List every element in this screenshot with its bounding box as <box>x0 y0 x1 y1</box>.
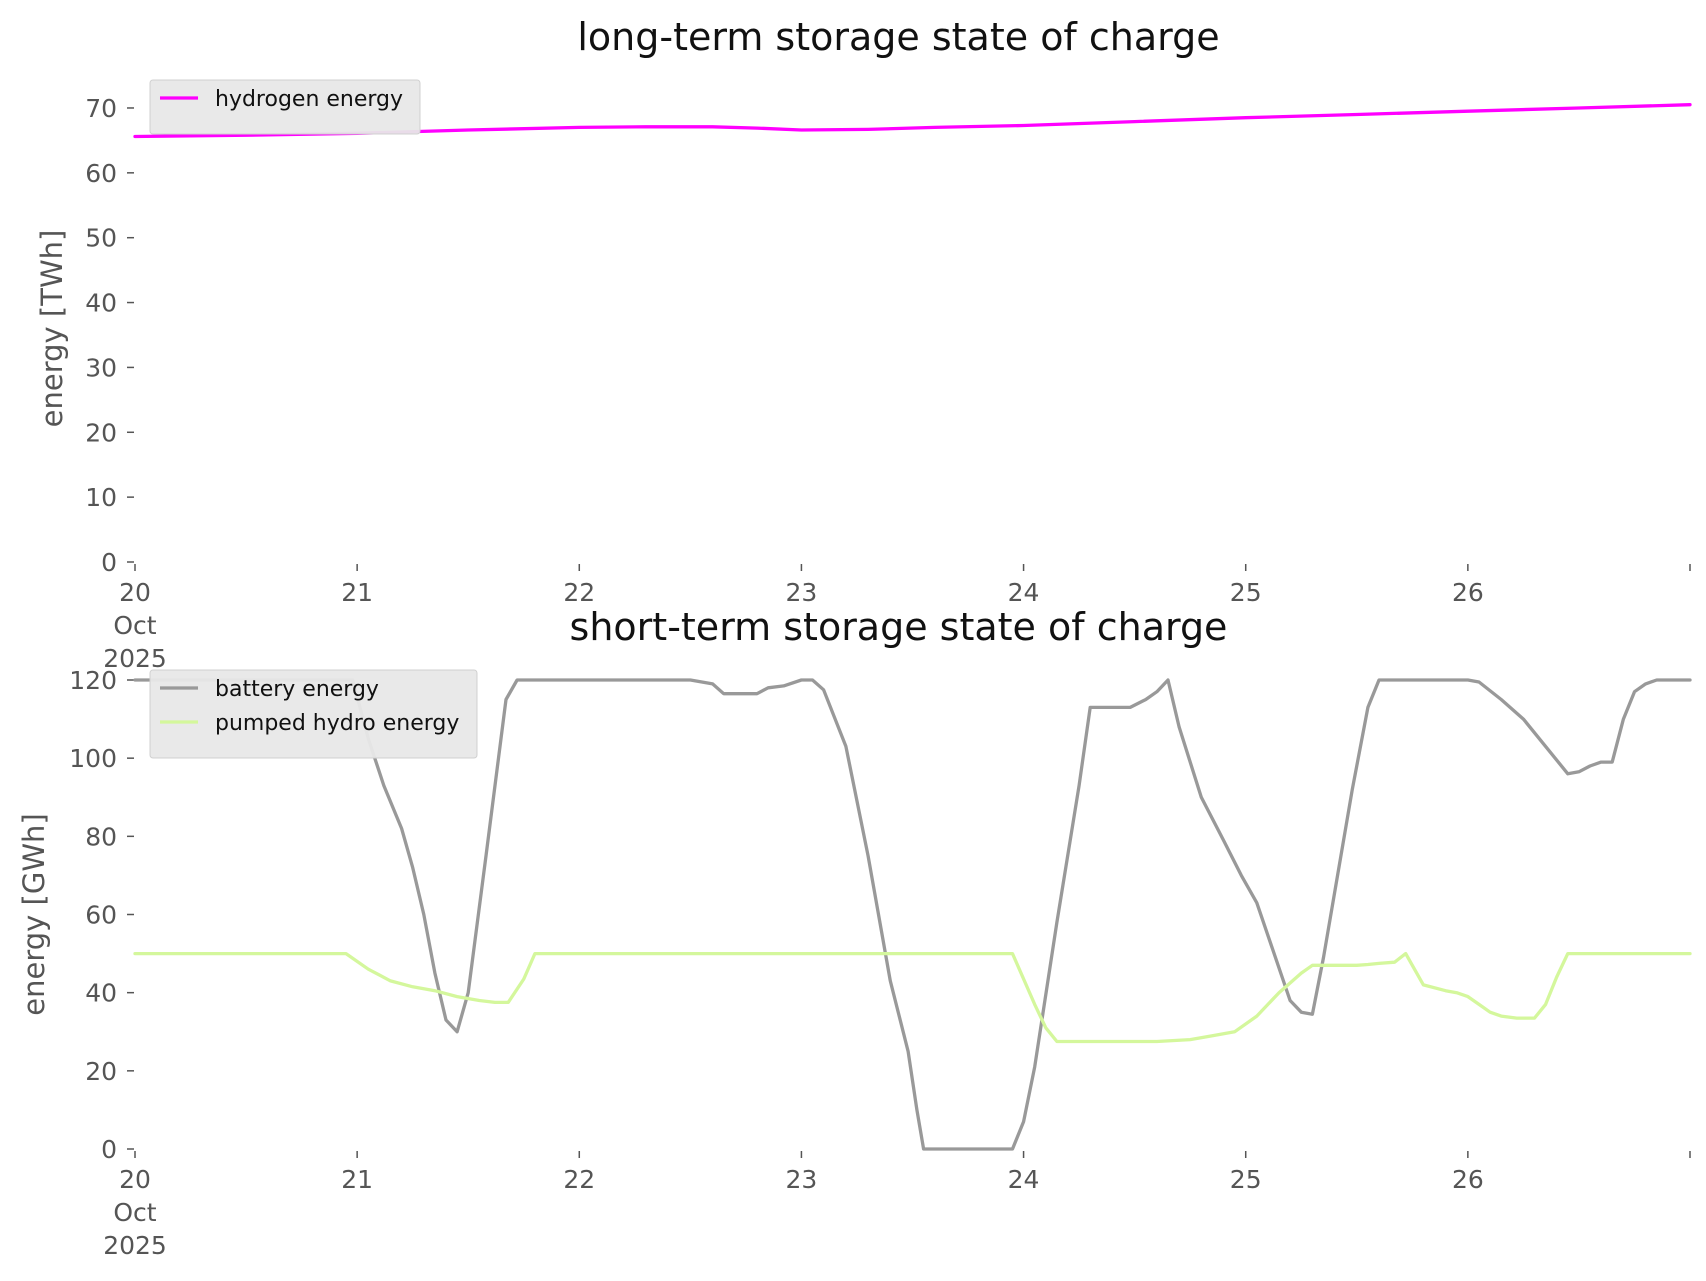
legend-box <box>149 79 421 135</box>
legend-entry: pumped hydro energy <box>215 711 459 736</box>
y-tick-label: 0 <box>101 548 117 577</box>
x-tick-label: 21 <box>341 1165 373 1194</box>
y-axis-label: energy [TWh] <box>35 230 69 428</box>
x-tick-label: 26 <box>1452 1165 1484 1194</box>
short-term-storage-panel: short-term storage state of charge energ… <box>17 605 1692 1260</box>
y-tick-label: 70 <box>85 94 117 123</box>
y-tick-label: 10 <box>85 483 117 512</box>
x-tick-label: 26 <box>1452 578 1484 607</box>
y-tick-label: 40 <box>85 289 117 318</box>
y-tick-label: 40 <box>85 979 117 1008</box>
x-tick-label: 21 <box>341 578 373 607</box>
x-tick-label: 23 <box>786 1165 818 1194</box>
x-tick-label: 20 Oct 2025 <box>103 578 167 673</box>
y-axis-label: energy [GWh] <box>17 813 51 1015</box>
series-line-battery-energy <box>133 678 1692 1151</box>
y-tick-label: 30 <box>85 353 117 382</box>
y-tick-label: 80 <box>85 822 117 851</box>
x-tick-label: 23 <box>786 578 818 607</box>
x-tick-label: 25 <box>1230 578 1262 607</box>
x-tick-label: 24 <box>1008 578 1040 607</box>
y-tick-label: 60 <box>85 901 117 930</box>
x-tick-label: 22 <box>563 578 595 607</box>
chart-title: short-term storage state of charge <box>570 605 1228 649</box>
y-tick-label: 20 <box>85 418 117 447</box>
y-tick-label: 120 <box>69 666 117 695</box>
x-tick-label: 25 <box>1230 1165 1262 1194</box>
x-tick-label: 24 <box>1008 1165 1040 1194</box>
y-tick-label: 20 <box>85 1057 117 1086</box>
x-tick-label: 22 <box>563 1165 595 1194</box>
y-tick-label: 50 <box>85 224 117 253</box>
y-tick-label: 100 <box>69 744 117 773</box>
legend-entry: battery energy <box>215 677 379 702</box>
chart-title: long-term storage state of charge <box>577 15 1219 59</box>
long-term-storage-panel: long-term storage state of charge energy… <box>35 15 1692 673</box>
x-tick-label: 20 Oct 2025 <box>103 1165 167 1260</box>
series-line-pumped-hydro-energy <box>133 951 1692 1044</box>
series-line-hydrogen-energy <box>133 103 1692 139</box>
y-tick-label: 0 <box>101 1135 117 1164</box>
y-tick-label: 60 <box>85 159 117 188</box>
legend-entry: hydrogen energy <box>215 87 403 112</box>
legend-box <box>149 669 478 759</box>
legend: hydrogen energy <box>149 79 421 135</box>
legend: battery energy pumped hydro energy <box>149 669 478 759</box>
